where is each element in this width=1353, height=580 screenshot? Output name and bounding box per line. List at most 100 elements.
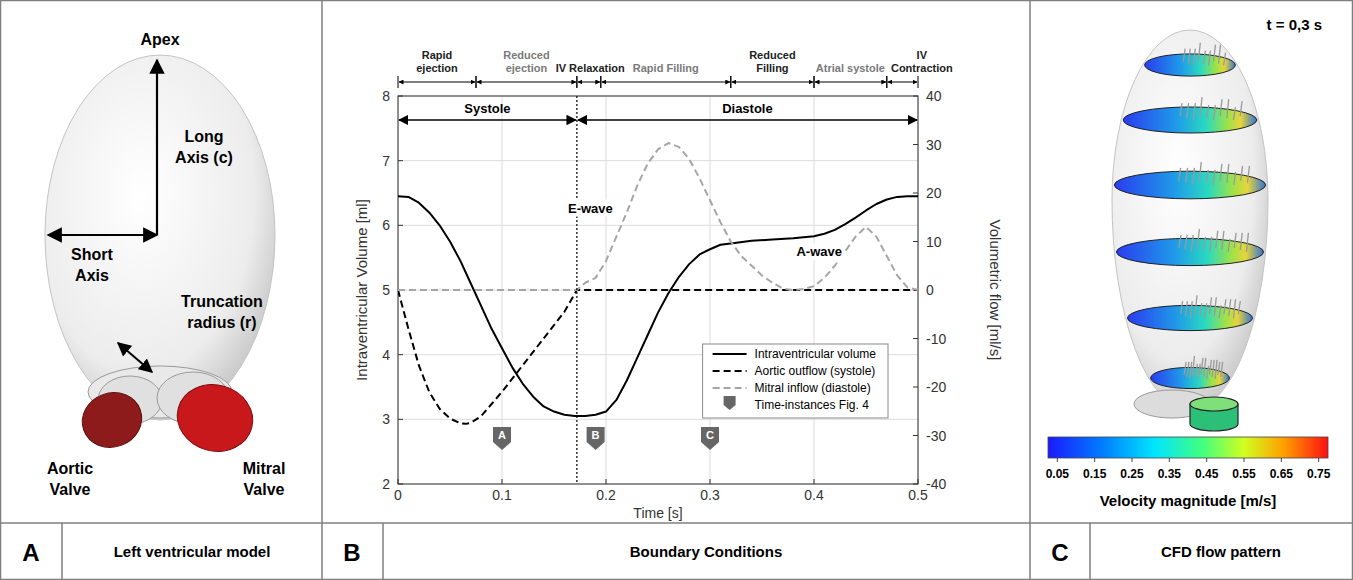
outer-frame bbox=[1, 1, 1353, 580]
flow-vector bbox=[1227, 164, 1229, 183]
flow-vector bbox=[1206, 170, 1208, 183]
legend: Intraventricular volumeAortic outflow (s… bbox=[703, 344, 888, 418]
flow-vector bbox=[1201, 358, 1203, 375]
phase-tick bbox=[730, 76, 731, 88]
text-line: ejection bbox=[416, 62, 458, 74]
phase-tick bbox=[476, 76, 477, 88]
phase-tick bbox=[398, 76, 399, 88]
phase-arrow bbox=[602, 82, 730, 83]
legend-swatch bbox=[724, 396, 736, 410]
text-line: IV Relaxation bbox=[556, 62, 625, 74]
tick bbox=[502, 479, 503, 484]
tick-label: -30 bbox=[926, 428, 946, 444]
label: Apex bbox=[140, 31, 179, 48]
text-line: Axis (c) bbox=[175, 149, 233, 166]
tick bbox=[913, 387, 918, 388]
flow-vector bbox=[1205, 303, 1207, 318]
figure: ALeft ventricular modelBBoundary Conditi… bbox=[0, 0, 1353, 580]
text-line: ejection bbox=[506, 62, 548, 74]
tick-label: 0.65 bbox=[1270, 467, 1294, 481]
series-line bbox=[398, 290, 918, 424]
text-line: Contraction bbox=[891, 62, 953, 74]
short-axis-arrow bbox=[48, 234, 157, 236]
tick bbox=[398, 484, 403, 485]
panel-divider bbox=[1089, 523, 1091, 580]
text-line: Truncation bbox=[181, 293, 263, 310]
velocity-slice bbox=[1114, 171, 1265, 199]
flow-vector bbox=[1214, 297, 1216, 316]
velocity-slice bbox=[1145, 54, 1236, 76]
phase-tick bbox=[476, 76, 477, 88]
time-instance-label: C bbox=[706, 429, 714, 441]
flow-vector bbox=[1229, 299, 1231, 316]
tick bbox=[913, 241, 918, 242]
flow-vector bbox=[1240, 233, 1242, 250]
tick-label: 6 bbox=[382, 217, 390, 233]
truncation-arrow bbox=[118, 343, 152, 372]
grid bbox=[398, 96, 918, 484]
tick bbox=[1244, 458, 1245, 462]
phase-tick bbox=[600, 76, 601, 88]
phase-arrow bbox=[578, 82, 600, 83]
flow-vector bbox=[1197, 229, 1199, 248]
panel-divider bbox=[321, 0, 323, 580]
tick bbox=[398, 354, 403, 355]
tick-label: 0.35 bbox=[1158, 467, 1182, 481]
text-line: Apex bbox=[140, 31, 179, 48]
series-group bbox=[398, 143, 918, 424]
text-line: Valve bbox=[244, 481, 285, 498]
flow-vector bbox=[1240, 101, 1242, 116]
flow-vector bbox=[1198, 43, 1200, 62]
flow-vector bbox=[1193, 103, 1195, 120]
flow-vector bbox=[1222, 231, 1224, 250]
text-line: Reduced bbox=[503, 49, 549, 61]
flow-vector bbox=[1224, 299, 1226, 314]
panel-a: ApexLongAxis (c)ShortAxisTruncationradiu… bbox=[45, 31, 285, 498]
panel-divider bbox=[382, 523, 384, 580]
tick-label: 0 bbox=[926, 282, 934, 298]
tick bbox=[918, 479, 919, 484]
flow-vector bbox=[1180, 103, 1182, 116]
legend-swatch bbox=[713, 387, 747, 389]
phase-label: Rapidejection bbox=[416, 49, 458, 74]
text-line: Valve bbox=[50, 481, 91, 498]
tick-label: 0.05 bbox=[1046, 467, 1070, 481]
flow-vector bbox=[1207, 366, 1209, 379]
text-line: Reduced bbox=[749, 49, 795, 61]
flow-vector bbox=[1234, 172, 1236, 185]
tick-label: 0.25 bbox=[1120, 467, 1144, 481]
flow-vector bbox=[1228, 239, 1230, 252]
time-instance-marker: A bbox=[493, 427, 511, 450]
panel-letter: C bbox=[1051, 539, 1068, 566]
legend-box bbox=[703, 344, 888, 418]
flow-vector bbox=[1219, 45, 1221, 64]
aortic-valve bbox=[75, 384, 150, 455]
tick-label: 10 bbox=[926, 234, 942, 250]
phase-label: Rapid Filling bbox=[633, 62, 699, 74]
flow-vector bbox=[1209, 360, 1211, 375]
tick bbox=[1281, 458, 1282, 462]
mitral-inflow-top bbox=[1190, 397, 1238, 411]
flow-vector bbox=[1221, 362, 1223, 377]
flow-vector bbox=[1179, 168, 1181, 181]
label: MitralValve bbox=[243, 460, 286, 498]
text-line: Axis bbox=[75, 267, 109, 284]
flow-vector bbox=[1183, 49, 1185, 62]
text-line: Short bbox=[71, 246, 113, 263]
tick bbox=[814, 479, 815, 484]
plot-background bbox=[398, 96, 918, 484]
tick bbox=[1057, 458, 1058, 462]
flow-vector bbox=[1234, 299, 1236, 318]
flow-vector bbox=[1234, 233, 1236, 248]
flow-vector bbox=[1219, 305, 1221, 318]
tick bbox=[398, 225, 403, 226]
flow-vector bbox=[1198, 364, 1200, 379]
tick-label: 0.45 bbox=[1195, 467, 1219, 481]
text-line: Filling bbox=[756, 62, 788, 74]
flow-vector bbox=[1241, 166, 1243, 181]
tick bbox=[913, 338, 918, 339]
tick-label: 8 bbox=[382, 88, 390, 104]
phase-tick bbox=[730, 76, 731, 88]
text-line: radius (r) bbox=[187, 314, 256, 331]
panel-title: CFD flow pattern bbox=[1161, 543, 1281, 560]
